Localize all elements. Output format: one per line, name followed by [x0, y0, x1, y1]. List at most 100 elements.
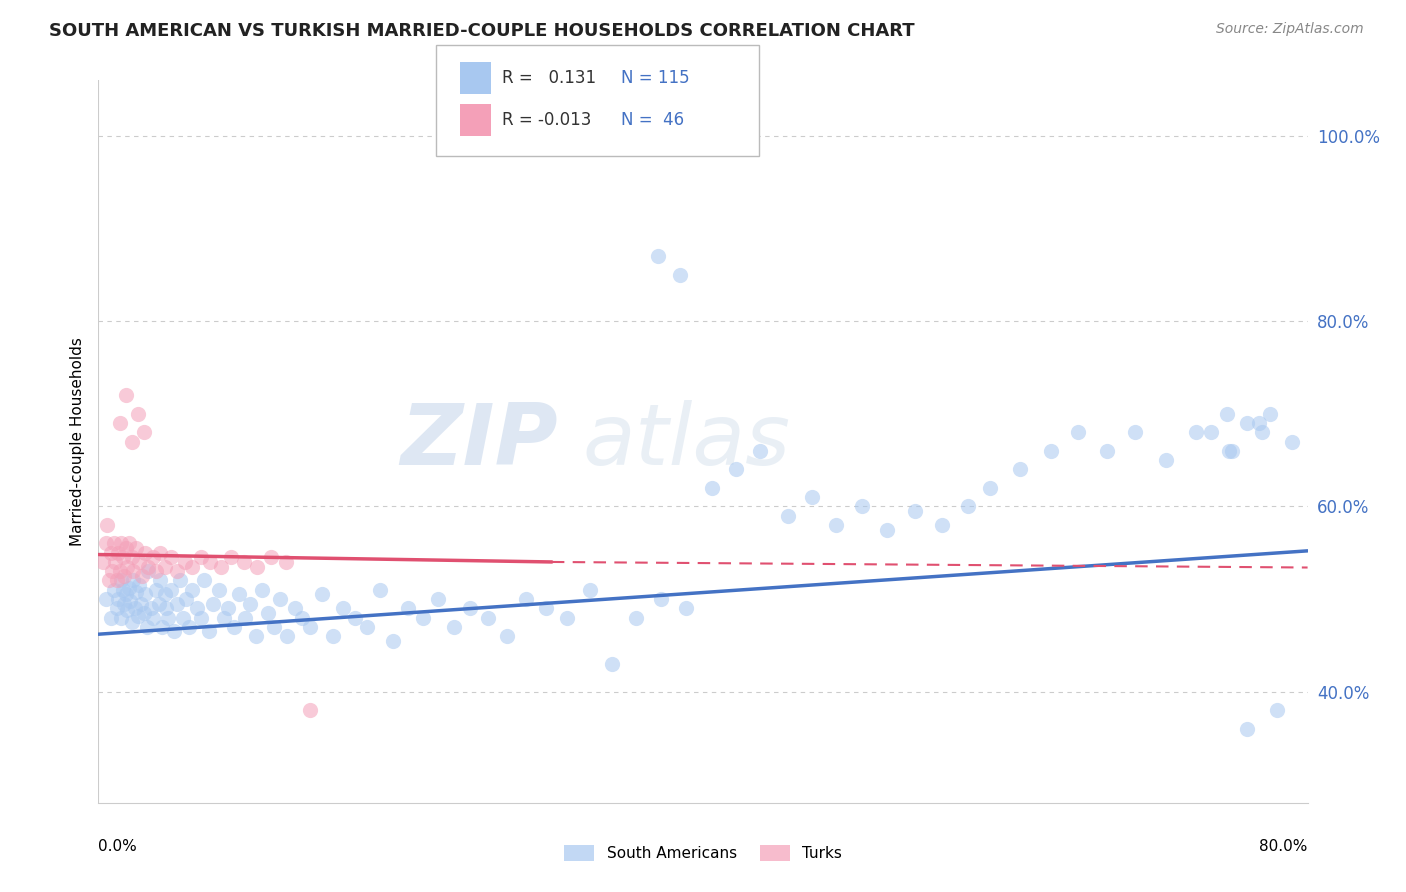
Point — [233, 610, 256, 624]
Point — [134, 587, 156, 601]
Point — [107, 592, 129, 607]
Point — [100, 610, 122, 624]
Point — [172, 610, 194, 624]
Text: 0.0%: 0.0% — [98, 838, 138, 854]
Point — [121, 550, 143, 565]
Point — [291, 610, 314, 624]
Point — [228, 587, 250, 601]
Point — [114, 587, 136, 601]
Point — [322, 629, 344, 643]
Point — [263, 620, 285, 634]
Point — [94, 536, 117, 550]
Point — [135, 620, 157, 634]
Point — [111, 582, 134, 597]
Point — [118, 536, 141, 550]
Point — [904, 504, 927, 518]
Point — [1218, 443, 1240, 458]
Point — [344, 610, 367, 624]
Point — [132, 425, 155, 440]
Point — [197, 624, 219, 639]
Point — [115, 559, 138, 574]
Point — [153, 587, 176, 601]
Point — [129, 597, 152, 611]
Legend: South Americans, Turks: South Americans, Turks — [558, 839, 848, 867]
Point — [110, 610, 132, 624]
Point — [190, 550, 212, 565]
Point — [160, 550, 183, 565]
Point — [108, 416, 131, 430]
Point — [98, 574, 121, 588]
Point — [181, 582, 204, 597]
Point — [1281, 434, 1303, 449]
Point — [1010, 462, 1032, 476]
Point — [149, 546, 172, 560]
Point — [825, 517, 848, 532]
Point — [128, 555, 150, 569]
Point — [108, 564, 131, 578]
Point — [101, 564, 124, 578]
Point — [356, 620, 378, 634]
Point — [121, 615, 143, 630]
Point — [136, 559, 159, 574]
Point — [800, 490, 823, 504]
Point — [111, 550, 134, 565]
Point — [284, 601, 307, 615]
Point — [145, 582, 167, 597]
Point — [555, 610, 578, 624]
Point — [166, 597, 188, 611]
Point — [166, 564, 188, 578]
Point — [125, 584, 148, 599]
Text: 80.0%: 80.0% — [1260, 838, 1308, 854]
Point — [1251, 425, 1274, 440]
Y-axis label: Married-couple Households: Married-couple Households — [69, 337, 84, 546]
Text: ZIP: ZIP — [401, 400, 558, 483]
Point — [160, 582, 183, 597]
Point — [186, 601, 208, 615]
Point — [245, 629, 267, 643]
Point — [1095, 443, 1118, 458]
Point — [174, 592, 197, 607]
Point — [534, 601, 557, 615]
Point — [131, 569, 153, 583]
Point — [1039, 443, 1062, 458]
Point — [209, 559, 232, 574]
Point — [246, 559, 269, 574]
Point — [148, 597, 170, 611]
Point — [1258, 407, 1281, 421]
Point — [250, 582, 273, 597]
Text: N =  46: N = 46 — [621, 111, 685, 129]
Point — [876, 523, 898, 537]
Point — [173, 555, 195, 569]
Text: R = -0.013: R = -0.013 — [502, 111, 592, 129]
Point — [127, 407, 149, 421]
Text: R =   0.131: R = 0.131 — [502, 69, 596, 87]
Point — [675, 601, 697, 615]
Point — [202, 597, 225, 611]
Point — [647, 249, 669, 263]
Text: atlas: atlas — [582, 400, 790, 483]
Point — [1249, 416, 1271, 430]
Point — [118, 581, 141, 595]
Point — [107, 546, 129, 560]
Point — [94, 592, 117, 607]
Point — [1123, 425, 1146, 440]
Point — [125, 541, 148, 555]
Point — [115, 603, 138, 617]
Point — [1067, 425, 1090, 440]
Point — [396, 601, 419, 615]
Point — [91, 555, 114, 569]
Point — [122, 564, 145, 578]
Point — [495, 629, 517, 643]
Point — [150, 620, 173, 634]
Point — [103, 536, 125, 550]
Point — [96, 517, 118, 532]
Point — [458, 601, 481, 615]
Point — [956, 500, 979, 514]
Point — [851, 500, 873, 514]
Point — [256, 606, 278, 620]
Point — [443, 620, 465, 634]
Point — [274, 555, 297, 569]
Point — [477, 610, 499, 624]
Point — [427, 592, 450, 607]
Point — [112, 597, 135, 611]
